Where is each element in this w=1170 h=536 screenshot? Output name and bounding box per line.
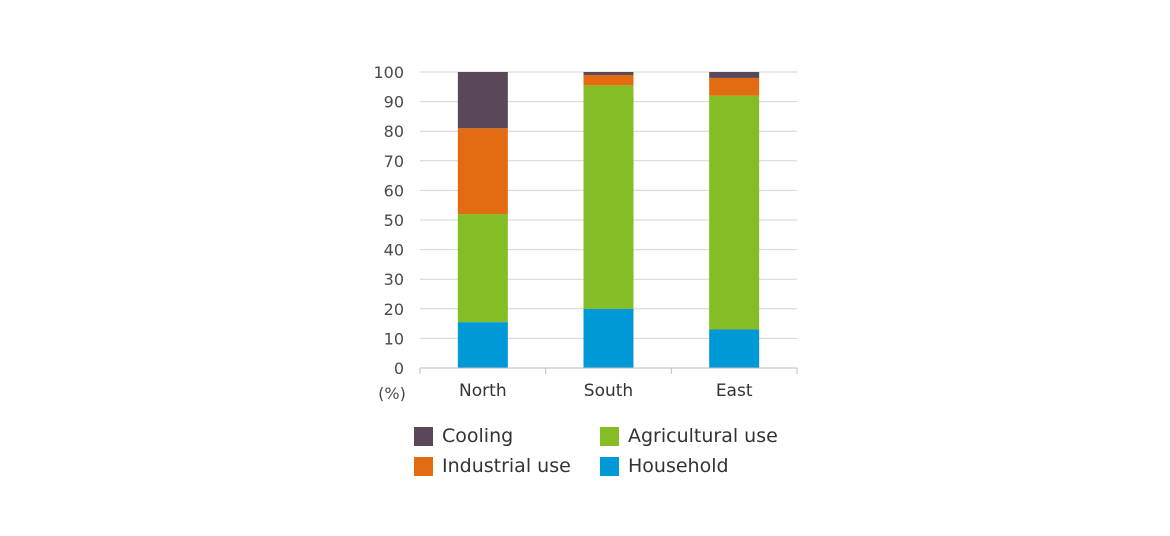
bar-north-household — [457, 322, 508, 368]
bar-north-agricultural-use — [457, 214, 508, 323]
y-tick-label-30: 30 — [384, 270, 404, 289]
bar-south-cooling — [583, 72, 634, 75]
unit-label: (%) — [378, 384, 406, 403]
y-tick-labels: 0 10 20 30 40 50 60 70 80 90 100 — [373, 63, 404, 378]
bar-north-cooling — [457, 72, 508, 129]
legend-swatch-industrial-use — [414, 456, 433, 476]
x-tick-labels: North South East — [459, 381, 753, 401]
y-tick-label-70: 70 — [384, 152, 404, 171]
y-tick-label-100: 100 — [373, 63, 404, 82]
x-tick-label-east: East — [716, 381, 753, 401]
axes — [419, 367, 798, 374]
bar-east-household — [709, 329, 760, 368]
bar-east-cooling — [709, 72, 760, 78]
legend-item-agricultural-use: Agricultural use — [600, 424, 810, 448]
bar-east-agricultural-use — [709, 95, 760, 330]
bar-north-industrial-use — [457, 128, 508, 215]
legend-label-household: Household — [628, 455, 729, 477]
bar-east-industrial-use — [709, 77, 760, 96]
legend-label-cooling: Cooling — [442, 425, 514, 447]
y-tick-label-20: 20 — [384, 300, 404, 319]
y-tick-label-80: 80 — [384, 122, 404, 141]
legend-item-industrial-use: Industrial use — [414, 454, 600, 478]
legend-label-industrial-use: Industrial use — [442, 455, 571, 477]
bars — [457, 72, 760, 368]
y-tick-label-90: 90 — [384, 93, 404, 112]
x-tick-label-north: North — [459, 381, 507, 401]
legend-label-agricultural-use: Agricultural use — [628, 425, 778, 447]
x-tick-label-south: South — [584, 381, 633, 401]
y-tick-label-60: 60 — [384, 181, 404, 200]
y-tick-label-40: 40 — [384, 241, 404, 260]
bar-south-agricultural-use — [583, 85, 634, 309]
bar-south-industrial-use — [583, 74, 634, 86]
legend-item-household: Household — [600, 454, 810, 478]
legend-item-cooling: Cooling — [414, 424, 600, 448]
bar-south-household — [583, 308, 634, 368]
y-tick-label-10: 10 — [384, 329, 404, 348]
legend-swatch-cooling — [414, 426, 433, 446]
legend-swatch-agricultural-use — [600, 426, 619, 446]
legend-swatch-household — [600, 456, 619, 476]
y-tick-label-0: 0 — [394, 359, 404, 378]
y-tick-label-50: 50 — [384, 211, 404, 230]
legend: Cooling Agricultural use Industrial use … — [414, 424, 814, 478]
